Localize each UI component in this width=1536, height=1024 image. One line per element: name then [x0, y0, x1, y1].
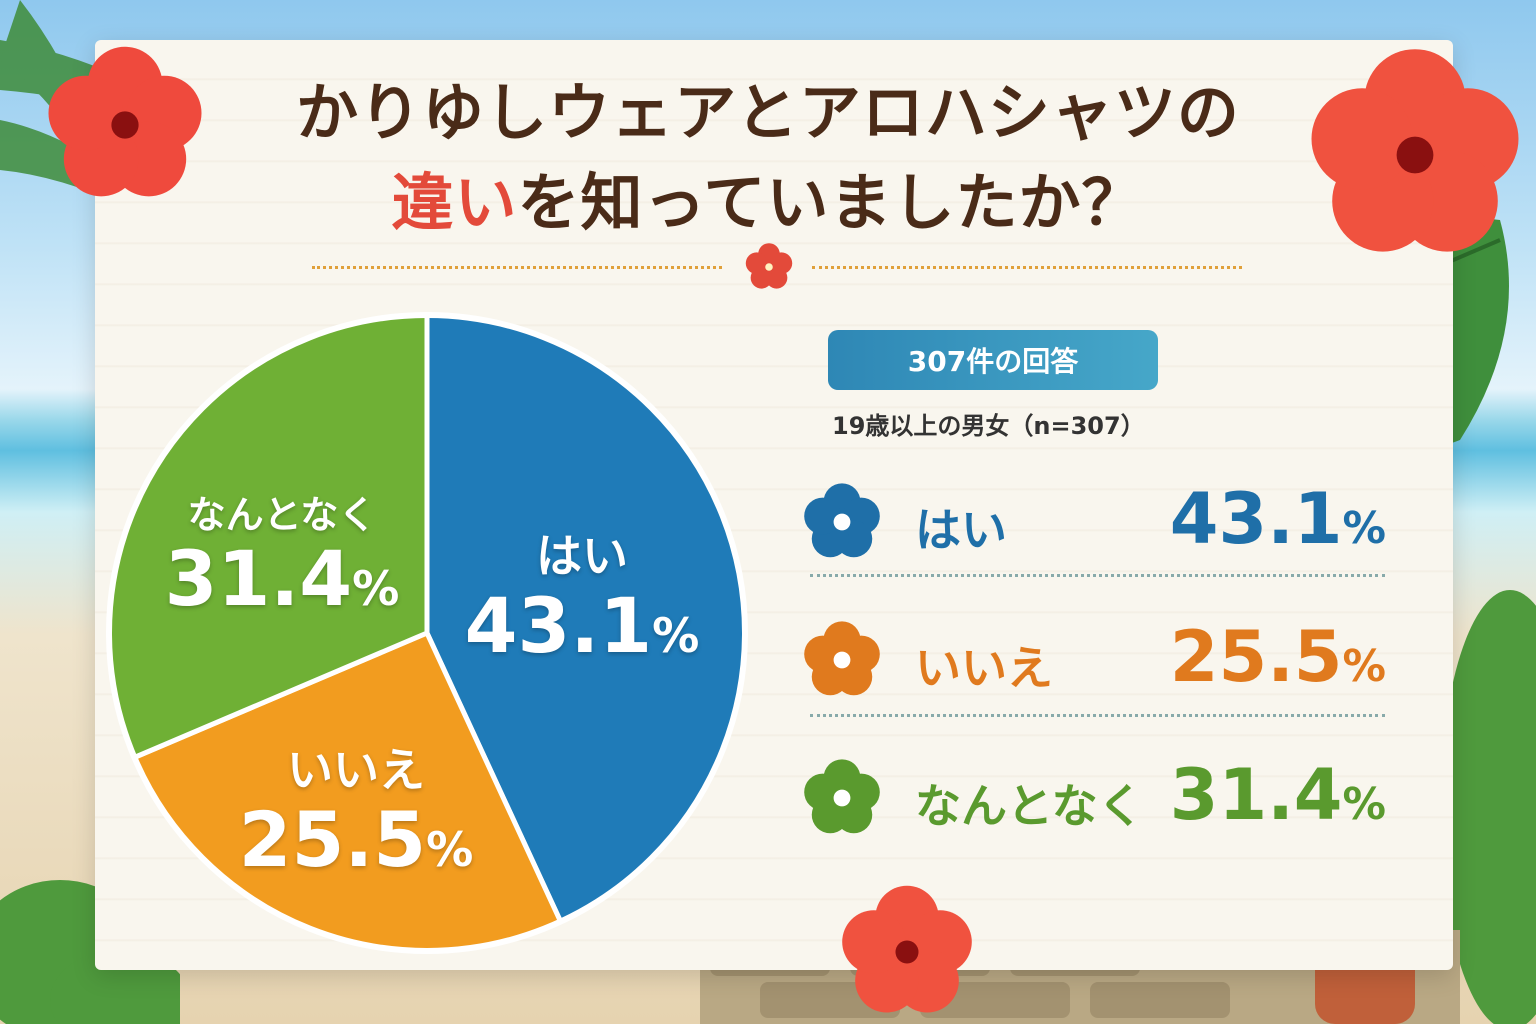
hibiscus-icon [804, 621, 880, 696]
sample-description: 19歳以上の男女（n=307） [832, 412, 1145, 440]
legend-row-maybe: なんとなく 31.4% [800, 748, 1390, 848]
bush-decor-right [1440, 590, 1536, 1024]
pie-label-name: いいえ [287, 743, 425, 797]
title-line-2-rest: を知っていましたか？ [517, 166, 1145, 239]
legend-row-yes: はい 43.1% [800, 472, 1390, 572]
legend-value-number: 31.4 [1169, 754, 1343, 836]
title-divider-left [312, 266, 722, 269]
hibiscus-flower-decor [48, 46, 202, 197]
pie-label-no: いいえ 25.5% [236, 734, 476, 880]
legend-row-no: いいえ 25.5% [800, 610, 1390, 710]
pie-label-maybe: なんとなく 31.4% [162, 484, 402, 619]
hibiscus-flower-decor [1311, 49, 1519, 252]
legend-divider [810, 714, 1385, 717]
legend-value: 43.1% [1170, 478, 1386, 560]
legend-value: 25.5% [1170, 616, 1386, 698]
hibiscus-flower-decor [842, 885, 972, 1013]
title-line-1: かりゆしウェアとアロハシャツの [296, 76, 1240, 149]
pie-pct-value: 25.5 [238, 795, 427, 884]
hibiscus-icon [804, 483, 880, 558]
title-accent: 違い [391, 166, 518, 239]
title-divider-right [812, 266, 1242, 269]
pie-label-pct: 31.4% [162, 539, 402, 619]
legend-label: いいえ [915, 641, 1053, 695]
pie-pct-sign: % [652, 609, 700, 664]
pie-label-pct: 25.5% [236, 800, 476, 880]
legend-value-number: 43.1 [1169, 478, 1343, 560]
pie-label-yes: はい 43.1% [462, 520, 702, 666]
pie-pct-value: 43.1 [464, 581, 653, 670]
pie-pct-sign: % [352, 562, 400, 617]
pie-label-name: はい [536, 529, 628, 583]
legend-label: なんとなく [915, 779, 1144, 833]
pie-outline [106, 312, 748, 954]
pie-label-pct: 43.1% [462, 586, 702, 666]
legend-value: 31.4% [1170, 754, 1386, 836]
title-line-2: 違いを知っていましたか？ [0, 152, 1536, 242]
legend-label: はい [915, 503, 1007, 557]
pie-chart [106, 312, 748, 954]
legend-value-number: 25.5 [1169, 616, 1343, 698]
pie-pct-value: 31.4 [164, 534, 353, 623]
hibiscus-icon [745, 243, 793, 289]
legend-value-sign: % [1342, 642, 1386, 692]
legend-divider [810, 574, 1385, 577]
response-count-badge: 307件の回答 [828, 330, 1158, 390]
legend-value-sign: % [1342, 780, 1386, 830]
pie-pct-sign: % [426, 823, 474, 878]
pie-label-name: なんとなく [187, 493, 377, 537]
legend-value-sign: % [1342, 504, 1386, 554]
hibiscus-icon [804, 759, 880, 834]
